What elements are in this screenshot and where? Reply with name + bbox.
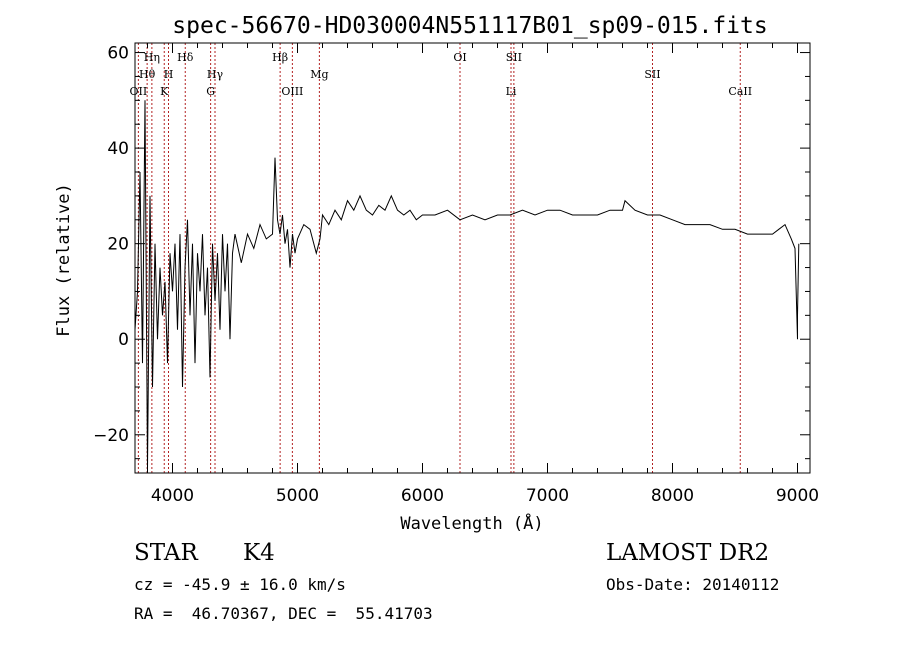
line-marker-label: K [160,85,169,98]
line-marker-label: SII [644,68,660,81]
line-marker-label: Li [506,85,517,98]
x-axis-label: Wavelength (Å) [400,512,543,534]
line-marker-label: Mg [310,68,328,81]
chart-title: spec-56670-HD030004N551117B01_sp09-015.f… [172,13,767,39]
x-axis-ticks: 4000 5000 6000 7000 8000 9000 [147,43,819,506]
line-marker-label: H [164,68,174,81]
x-tick-label: 9000 [776,486,819,506]
x-tick-label: 4000 [151,486,194,506]
object-class: STAR [134,540,198,566]
y-tick-label: 0 [118,330,129,350]
line-marker-label: G [206,85,215,98]
x-tick-label: 6000 [401,486,444,506]
x-tick-label: 7000 [526,486,569,506]
y-tick-label: 60 [107,44,129,64]
line-marker-label: Hδ [177,51,194,64]
line-marker-label: SII [506,51,522,64]
object-subclass: K4 [243,540,275,566]
x-tick-label: 8000 [651,486,694,506]
line-marker-label: OIII [281,85,303,98]
x-tick-label: 5000 [276,486,319,506]
line-marker-label: Hθ [139,68,156,81]
y-tick-label: 40 [107,139,129,159]
line-marker-label: CaII [728,85,752,98]
survey-name: LAMOST DR2 [606,540,770,566]
spectrum-line [134,100,800,469]
line-markers [137,43,741,473]
redshift-text: cz = -45.9 ± 16.0 km/s [134,575,346,594]
obs-date: Obs-Date: 20140112 [606,575,780,594]
line-marker-label: Hη [144,51,160,64]
line-marker-label: OI [453,51,466,64]
y-tick-label: 20 [107,235,129,255]
y-axis-label: Flux (relative) [54,183,74,337]
coordinates-text: RA = 46.70367, DEC = 55.41703 [134,604,433,623]
y-tick-label: −20 [93,426,129,446]
spectrum-chart: spec-56670-HD030004N551117B01_sp09-015.f… [54,13,819,534]
line-marker-label: Hβ [272,51,288,64]
plot-frame [134,42,811,474]
line-marker-label: Hγ [207,68,224,81]
y-axis-ticks: −20 0 20 40 60 [93,44,810,460]
line-marker-label: OII [130,85,148,98]
